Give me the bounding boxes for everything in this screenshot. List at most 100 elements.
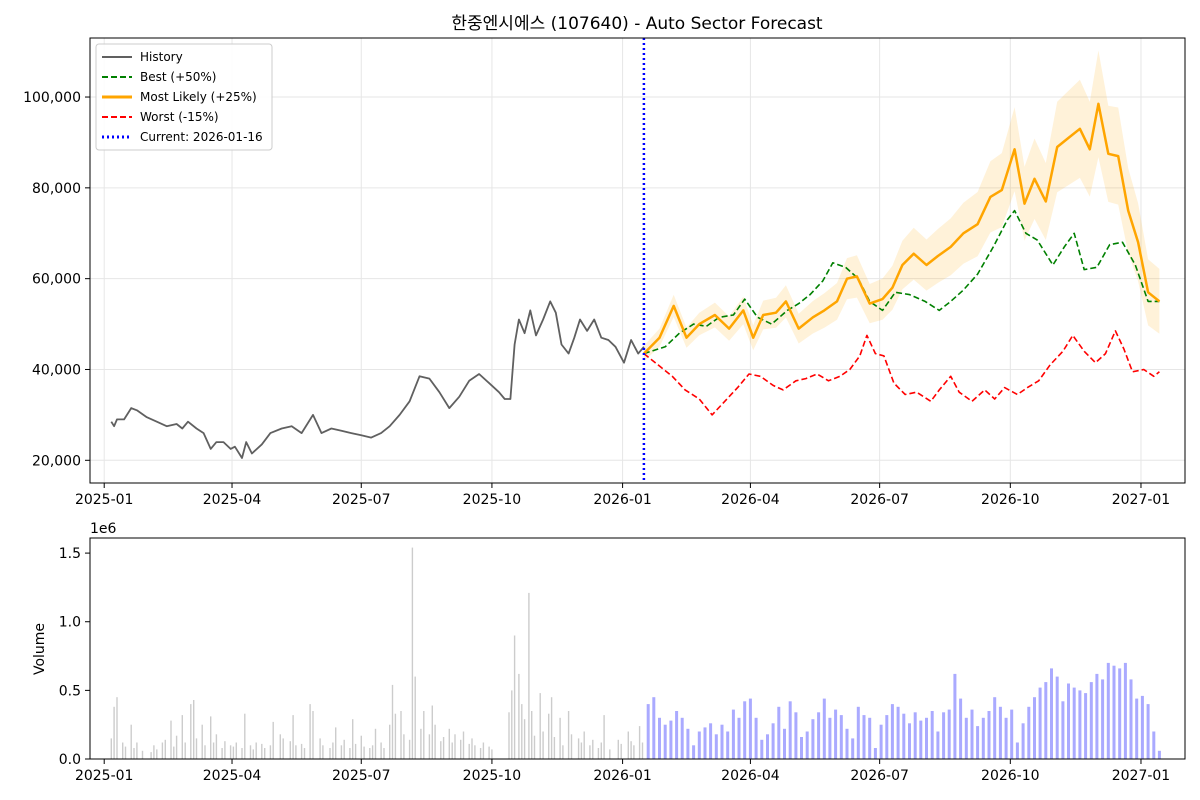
volume-bar-forecast-15: [731, 709, 735, 759]
volume-bar-history-123: [627, 731, 629, 759]
volume-bar-history-125: [633, 745, 635, 759]
volume-bar-history-90: [479, 748, 482, 759]
volume-bar-history-56: [343, 739, 345, 759]
volume-bar-forecast-61: [993, 697, 997, 759]
volume-bar-forecast-74: [1067, 683, 1070, 759]
volume-bar-forecast-65: [1015, 742, 1019, 759]
volume-y-tick-label: 0.5: [59, 683, 81, 699]
volume-bar-history-74: [414, 676, 416, 759]
volume-bar-history-53: [332, 742, 334, 759]
volume-bar-forecast-36: [851, 738, 855, 759]
price-y-tick-label: 100,000: [23, 90, 81, 106]
volume-bar-history-119: [603, 715, 605, 759]
legend: History Best (+50%) Most Likely (+25%) W…: [95, 43, 273, 151]
price-series-lines: [110, 102, 1161, 459]
volume-bar-forecast-53: [947, 709, 951, 759]
volume-bar-forecast-20: [760, 739, 764, 759]
volume-bar-history-43: [289, 741, 291, 759]
volume-chart: 0.0 0.5 1.0 1.5 2025-01 2025-04 2025-07 2025-1…: [32, 521, 1186, 784]
volume-bar-history-44: [292, 715, 294, 759]
volume-bar-history-6: [133, 748, 135, 759]
volume-bar-history-28: [224, 741, 226, 759]
volume-bar-forecast-76: [1078, 690, 1082, 759]
volume-bar-forecast-48: [919, 720, 923, 759]
volume-bar-history-8: [141, 750, 144, 759]
volume-bar-forecast-46: [908, 723, 911, 759]
volume-bar-history-67: [389, 724, 391, 759]
legend-label-current: Current: 2026-01-16: [140, 130, 263, 144]
most-likely-band: [643, 50, 1160, 362]
series-line-history: [110, 300, 645, 459]
volume-bar-history-20: [193, 700, 195, 759]
volume-bar-forecast-28: [805, 731, 809, 759]
volume-bar-history-104: [542, 731, 544, 759]
series-line-most-likely-25: [643, 102, 1161, 355]
volume-bar-forecast-7: [686, 728, 690, 759]
volume-bar-history-0: [110, 738, 112, 759]
volume-bar-forecast-45: [902, 713, 906, 759]
volume-bar-history-12: [161, 742, 164, 759]
volume-bar-history-109: [562, 745, 564, 759]
volume-bar-forecast-13: [720, 724, 724, 759]
volume-bar-forecast-72: [1055, 676, 1059, 759]
volume-bar-forecast-52: [942, 712, 946, 759]
price-chart: 한중엔시에스 (107640) - Auto Sector Forecast 2…: [23, 14, 1186, 508]
volume-bar-history-63: [371, 745, 374, 759]
volume-bar-forecast-59: [981, 717, 985, 759]
price-y-tick-label: 80,000: [32, 181, 81, 197]
volume-bar-history-82: [448, 728, 450, 759]
most-likely-confidence-band: [643, 50, 1160, 362]
volume-bar-history-87: [468, 743, 470, 759]
volume-bar-forecast-43: [890, 704, 894, 759]
volume-bar-history-110: [567, 711, 570, 759]
volume-bar-forecast-2: [658, 717, 661, 759]
volume-bar-forecast-54: [953, 673, 957, 759]
volume-bar-history-46: [300, 743, 303, 759]
volume-bar-history-100: [528, 592, 530, 759]
volume-bar-history-1: [113, 706, 115, 759]
volume-bar-forecast-86: [1135, 698, 1139, 759]
series-line-best-50: [643, 209, 1160, 355]
volume-bar-forecast-21: [766, 734, 769, 759]
volume-bar-history-89: [474, 745, 476, 759]
volume-y-tick-label: 1.0: [59, 615, 81, 631]
volume-bar-history-73: [411, 547, 414, 759]
volume-plot-area: [90, 538, 1185, 759]
volume-bar-history-116: [592, 739, 594, 759]
volume-bar-forecast-63: [1004, 717, 1008, 759]
volume-bar-history-86: [462, 731, 465, 759]
volume-bar-history-33: [244, 713, 246, 759]
volume-bar-forecast-37: [856, 706, 860, 759]
volume-bar-history-16: [175, 735, 178, 759]
legend-label-best: Best (+50%): [140, 70, 216, 84]
price-x-tick-label: 2027-01: [1112, 492, 1171, 508]
price-x-tick-label: 2026-10: [981, 492, 1040, 508]
volume-bar-history-19: [190, 704, 192, 759]
volume-bar-forecast-34: [839, 715, 843, 759]
volume-bar-history-22: [201, 724, 203, 759]
legend-label-history: History: [140, 50, 183, 64]
volume-bar-history-4: [124, 746, 127, 759]
volume-bar-forecast-41: [879, 724, 883, 759]
volume-bar-history-47: [303, 748, 306, 759]
volume-bar-forecast-19: [754, 717, 758, 759]
volume-bar-forecast-69: [1038, 687, 1042, 759]
volume-bar-history-91: [482, 742, 485, 759]
volume-bar-history-54: [335, 727, 337, 759]
volume-bar-history-27: [221, 748, 223, 759]
volume-bar-history-66: [383, 748, 385, 759]
volume-bar-forecast-84: [1123, 662, 1127, 759]
volume-bar-forecast-39: [868, 717, 872, 759]
volume-bar-history-83: [451, 742, 453, 759]
volume-bar-history-126: [638, 726, 641, 759]
volume-bar-history-10: [153, 745, 155, 759]
volume-bar-forecast-77: [1084, 693, 1088, 759]
legend-box: [95, 43, 273, 151]
volume-bar-history-58: [352, 719, 354, 759]
volume-bar-history-88: [471, 738, 473, 759]
volume-bar-forecast-24: [783, 728, 786, 759]
volume-bar-history-24: [210, 716, 212, 759]
volume-bar-forecast-51: [936, 731, 940, 759]
price-x-tick-label: 2025-01: [75, 492, 134, 508]
